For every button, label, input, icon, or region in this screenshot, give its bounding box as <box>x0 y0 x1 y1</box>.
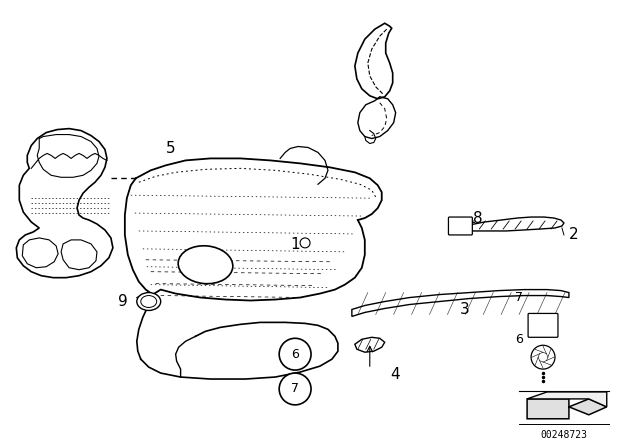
Text: 8: 8 <box>472 211 482 225</box>
Circle shape <box>279 373 311 405</box>
FancyBboxPatch shape <box>528 314 558 337</box>
Circle shape <box>531 345 555 369</box>
Ellipse shape <box>178 246 233 284</box>
Text: 1: 1 <box>291 237 300 252</box>
Polygon shape <box>527 399 607 419</box>
Text: 6: 6 <box>291 348 299 361</box>
Text: 7: 7 <box>515 291 523 304</box>
Circle shape <box>300 238 310 248</box>
Circle shape <box>279 338 311 370</box>
Text: 2: 2 <box>569 228 579 242</box>
Text: 7: 7 <box>291 383 299 396</box>
FancyBboxPatch shape <box>449 217 472 235</box>
Text: 3: 3 <box>460 302 469 317</box>
Text: 00248723: 00248723 <box>540 430 588 439</box>
Ellipse shape <box>141 296 157 307</box>
Text: 6: 6 <box>515 333 523 346</box>
Text: 4: 4 <box>390 366 399 382</box>
Ellipse shape <box>137 293 161 310</box>
Polygon shape <box>527 392 607 407</box>
Text: 5: 5 <box>166 141 175 156</box>
Text: 9: 9 <box>118 294 128 309</box>
